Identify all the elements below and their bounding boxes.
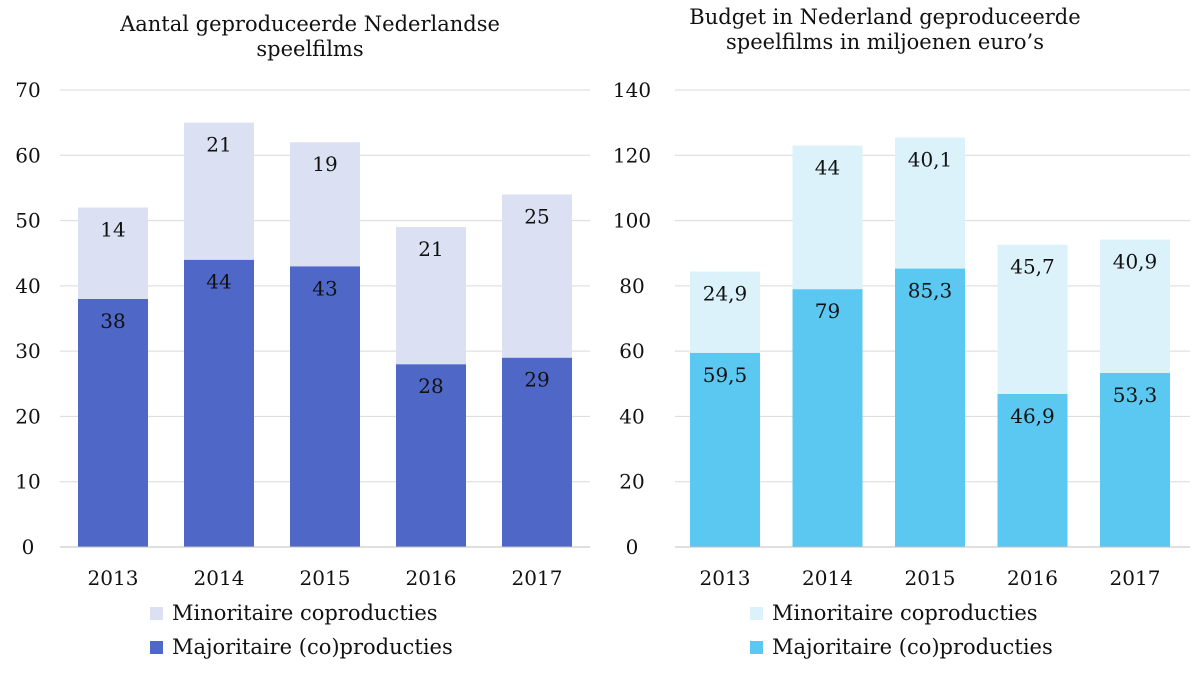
data-label: 21 xyxy=(206,133,231,157)
bar-minoritaire xyxy=(690,271,760,353)
bar-minoritaire xyxy=(895,137,965,269)
legend-label: Minoritaire coproducties xyxy=(772,601,1038,625)
y-tick-label: 50 xyxy=(15,209,40,233)
data-label: 85,3 xyxy=(908,279,953,303)
bar-majoritaire xyxy=(690,352,760,547)
chart-title-right: Budget in Nederland geproduceerde speelf… xyxy=(689,5,1081,54)
bar-minoritaire xyxy=(1100,239,1170,374)
y-tick-label: 0 xyxy=(626,535,639,559)
bar-majoritaire xyxy=(290,266,360,547)
x-tick-label: 2017 xyxy=(512,566,563,590)
data-label: 25 xyxy=(524,204,549,228)
data-label: 59,5 xyxy=(703,363,748,387)
bar-majoritaire xyxy=(997,393,1068,547)
y-tick-label: 40 xyxy=(15,274,40,298)
data-label: 44 xyxy=(206,270,231,294)
legend-item-minoritaire: Minoritaire coproducties xyxy=(750,596,1053,630)
x-tick-label: 2013 xyxy=(88,566,139,590)
bar-minoritaire xyxy=(396,227,466,365)
y-tick-label: 80 xyxy=(619,274,644,298)
bar-majoritaire xyxy=(78,298,148,547)
bar-minoritaire xyxy=(792,145,863,290)
data-label: 53,3 xyxy=(1113,383,1158,407)
bar-minoritaire xyxy=(184,122,254,260)
data-label: 38 xyxy=(100,309,125,333)
y-tick-label: 0 xyxy=(22,535,35,559)
x-tick-label: 2016 xyxy=(1007,566,1058,590)
data-label: 45,7 xyxy=(1010,255,1055,279)
x-tick-label: 2014 xyxy=(802,566,853,590)
bar-minoritaire xyxy=(78,207,148,299)
x-tick-label: 2015 xyxy=(300,566,351,590)
y-tick-label: 140 xyxy=(613,78,651,102)
y-tick-label: 120 xyxy=(613,143,651,167)
x-tick-label: 2016 xyxy=(406,566,457,590)
legend-swatch xyxy=(150,640,163,654)
bar-minoritaire xyxy=(502,194,572,358)
y-tick-label: 60 xyxy=(619,339,644,363)
legend-swatch xyxy=(150,606,163,620)
bar-majoritaire xyxy=(895,268,965,547)
data-label: 40,9 xyxy=(1113,250,1158,274)
data-label: 24,9 xyxy=(703,281,748,305)
data-label: 28 xyxy=(418,374,443,398)
legend-left: Minoritaire coproducties Majoritaire (co… xyxy=(150,596,453,664)
legend-item-minoritaire: Minoritaire coproducties xyxy=(150,596,453,630)
data-label: 21 xyxy=(418,237,443,261)
legend-item-majoritaire: Majoritaire (co)producties xyxy=(750,630,1053,664)
y-tick-label: 60 xyxy=(15,143,40,167)
data-label: 79 xyxy=(815,299,840,323)
chart-title-left: Aantal geproduceerde Nederlandse speelfi… xyxy=(120,12,500,61)
bar-majoritaire xyxy=(792,289,863,547)
y-tick-label: 30 xyxy=(15,339,40,363)
bar-majoritaire xyxy=(1100,373,1170,547)
bar-minoritaire xyxy=(290,142,360,267)
bar-majoritaire xyxy=(184,259,254,547)
data-label: 44 xyxy=(815,155,840,179)
legend-swatch xyxy=(750,606,763,620)
legend-label: Minoritaire coproducties xyxy=(172,601,438,625)
data-label: 14 xyxy=(100,218,125,242)
data-label: 40,1 xyxy=(908,148,953,172)
data-label: 46,9 xyxy=(1010,404,1055,428)
y-tick-label: 70 xyxy=(15,78,40,102)
data-label: 43 xyxy=(312,276,337,300)
bar-majoritaire xyxy=(396,364,466,547)
legend-swatch xyxy=(750,640,763,654)
x-tick-label: 2017 xyxy=(1110,566,1161,590)
y-tick-label: 20 xyxy=(619,470,644,494)
legend-label: Majoritaire (co)producties xyxy=(172,635,453,659)
bar-minoritaire xyxy=(997,244,1068,394)
chart-left: 0 10 20 30 40 50 60 70 38 14 2013 44 21 2014 43 19 2015 2… xyxy=(15,78,590,590)
x-tick-label: 2015 xyxy=(905,566,956,590)
y-tick-label: 10 xyxy=(15,470,40,494)
y-tick-label: 100 xyxy=(613,209,651,233)
bar-majoritaire xyxy=(502,357,572,547)
data-label: 29 xyxy=(524,368,549,392)
legend-item-majoritaire: Majoritaire (co)producties xyxy=(150,630,453,664)
y-tick-label: 40 xyxy=(619,404,644,428)
x-tick-label: 2014 xyxy=(194,566,245,590)
data-label: 19 xyxy=(312,152,337,176)
y-tick-label: 20 xyxy=(15,404,40,428)
legend-label: Majoritaire (co)producties xyxy=(772,635,1053,659)
legend-right: Minoritaire coproducties Majoritaire (co… xyxy=(750,596,1053,664)
x-tick-label: 2013 xyxy=(700,566,751,590)
